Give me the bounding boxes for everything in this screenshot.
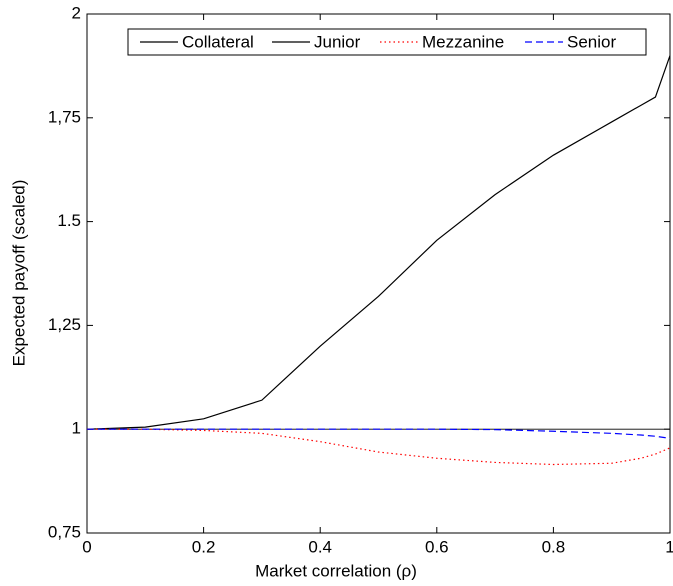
x-tick-label: 1	[665, 537, 673, 556]
x-tick-label: 0.8	[542, 537, 566, 556]
series-line	[87, 428, 671, 439]
y-tick-label: 1.5	[57, 211, 81, 230]
x-tick-label: 0.4	[308, 537, 332, 556]
y-tick-label: 1,25	[48, 315, 81, 334]
y-tick-label: 0,75	[48, 522, 81, 541]
legend-label: Senior	[567, 32, 616, 51]
x-tick-label: 0	[82, 537, 91, 556]
x-tick-label: 0.6	[425, 537, 449, 556]
y-tick-label: 1,75	[48, 107, 81, 126]
plot-frame	[86, 13, 671, 534]
legend-label: Mezzanine	[422, 32, 504, 51]
series-line	[86, 55, 671, 430]
legend-label: Collateral	[182, 32, 254, 51]
legend-label: Junior	[314, 32, 361, 51]
y-axis-label: Expected payoff (scaled)	[9, 180, 28, 367]
y-tick-label: 2	[72, 3, 81, 22]
y-tick-label: 1	[72, 419, 81, 438]
x-tick-label: 0.2	[192, 537, 216, 556]
x-axis-label: Market correlation (ρ)	[255, 561, 417, 580]
series-line	[87, 428, 671, 466]
